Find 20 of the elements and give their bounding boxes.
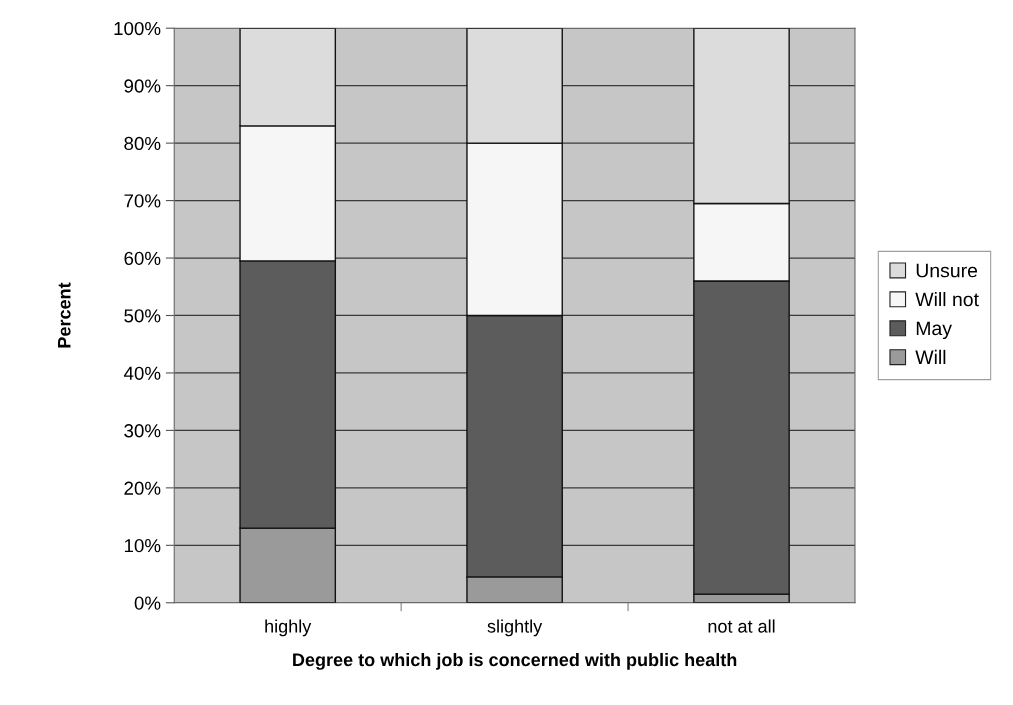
y-tick-label: 20% [124,481,161,495]
y-tick-label: 60% [124,251,161,266]
y-tick-label: 40% [123,366,161,380]
legend-label: Unsure [916,263,978,278]
y-tick-label: 50% [124,309,161,323]
y-tick-label: 80% [124,136,161,151]
y-tick-label: 90% [124,79,161,93]
y-tick-label: 10% [124,539,161,553]
y-tick-label: 100% [114,21,161,36]
x-tick-label: not at all [708,619,775,633]
legend-label: May [916,321,952,340]
y-tick-label: 30% [124,424,161,438]
x-tick-label: slightly [487,619,543,637]
x-axis-title: Degree to which job is concerned with public health [293,652,737,670]
y-axis-title: Percent [58,282,71,348]
legend-label: Will not [915,292,979,307]
y-tick-label: 70% [124,194,161,208]
x-tick-label: highly [265,619,312,637]
legend-label: Will [915,349,946,364]
y-tick-label: 0% [134,596,161,610]
